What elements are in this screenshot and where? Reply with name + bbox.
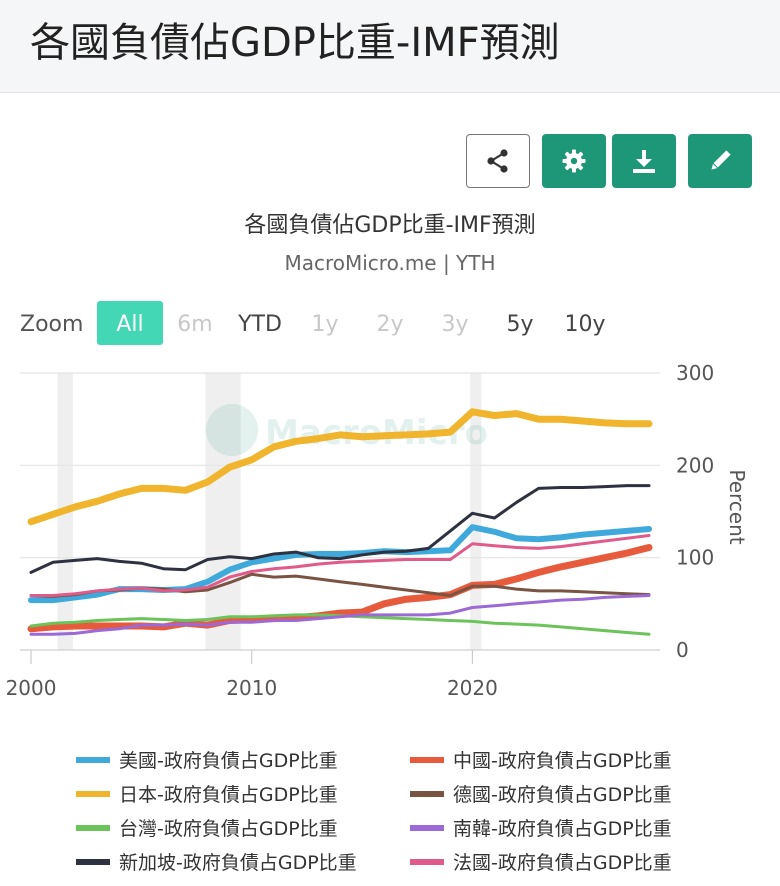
gear-icon xyxy=(562,149,586,173)
legend-item[interactable]: 日本-政府負債占GDP比重 xyxy=(76,784,338,806)
x-tick-label: 2020 xyxy=(447,676,498,700)
share-button[interactable] xyxy=(466,134,530,188)
series-line-5[interactable] xyxy=(29,594,651,636)
y-tick-label: 0 xyxy=(676,638,689,662)
debt-chart: 各國負債佔GDP比重-IMF預測 MacroMicro.me | YTH Zoo… xyxy=(6,213,749,874)
legend-label: 美國-政府負債占GDP比重 xyxy=(119,750,338,772)
recession-band xyxy=(470,373,482,650)
zoom-option-label: 10y xyxy=(564,312,605,337)
zoom-option-label: 5y xyxy=(506,312,533,337)
legend-label: 法國-政府負債占GDP比重 xyxy=(453,852,672,874)
page-title: 各國負債佔GDP比重-IMF預測 xyxy=(30,20,560,66)
zoom-option-label: 1y xyxy=(311,312,338,337)
series-line-7[interactable] xyxy=(29,534,651,597)
x-tick-label: 2010 xyxy=(226,676,277,700)
zoom-option-3y: 3y xyxy=(441,312,468,337)
x-tick-label: 2000 xyxy=(6,676,57,700)
legend-label: 中國-政府負債占GDP比重 xyxy=(453,750,672,772)
zoom-bar: Zoom All 6m YTD 1y 2y 3y 5y 10y xyxy=(20,301,606,345)
zoom-option-label: YTD xyxy=(237,312,282,337)
settings-button[interactable] xyxy=(542,134,606,188)
zoom-option-label: 2y xyxy=(376,312,403,337)
chart-title: 各國負債佔GDP比重-IMF預測 xyxy=(244,213,535,238)
legend-item[interactable]: 新加坡-政府負債占GDP比重 xyxy=(76,852,357,874)
legend-item[interactable]: 美國-政府負債占GDP比重 xyxy=(76,750,338,772)
legend-label: 新加坡-政府負債占GDP比重 xyxy=(119,852,357,874)
legend-item[interactable]: 德國-政府負債占GDP比重 xyxy=(410,784,672,806)
zoom-option-10y[interactable]: 10y xyxy=(564,312,605,337)
legend-label: 德國-政府負債占GDP比重 xyxy=(453,784,672,806)
legend-item[interactable]: 台灣-政府負債占GDP比重 xyxy=(76,818,338,840)
legend-item[interactable]: 法國-政府負債占GDP比重 xyxy=(410,852,672,874)
series-line-3[interactable] xyxy=(29,572,651,598)
legend-label: 南韓-政府負債占GDP比重 xyxy=(453,818,672,840)
zoom-option-6m: 6m xyxy=(177,312,212,337)
pencil-icon xyxy=(711,150,731,170)
watermark-logo-icon xyxy=(206,404,258,456)
zoom-active-bg xyxy=(97,301,163,345)
y-axis-title: Percent xyxy=(725,469,749,544)
page-header: 各國負債佔GDP比重-IMF預測 xyxy=(0,0,780,93)
legend-item[interactable]: 南韓-政府負債占GDP比重 xyxy=(410,818,672,840)
zoom-option-ytd[interactable]: YTD xyxy=(237,312,282,337)
zoom-option-label: 3y xyxy=(441,312,468,337)
series-line-6[interactable] xyxy=(29,484,651,574)
zoom-option-label: All xyxy=(116,312,143,337)
zoom-label: Zoom xyxy=(20,312,83,337)
zoom-option-5y[interactable]: 5y xyxy=(506,312,533,337)
zoom-option-all[interactable]: All xyxy=(97,301,163,345)
chart-container: 各國負債佔GDP比重-IMF預測 MacroMicro.me | YTH Zoo… xyxy=(0,195,780,882)
legend-label: 台灣-政府負債占GDP比重 xyxy=(119,818,338,840)
download-icon xyxy=(633,150,655,173)
series-line-2[interactable] xyxy=(27,408,653,526)
chart-subtitle: MacroMicro.me | YTH xyxy=(284,251,495,275)
legend-label: 日本-政府負債占GDP比重 xyxy=(119,784,338,806)
zoom-option-2y: 2y xyxy=(376,312,403,337)
legend-item[interactable]: 中國-政府負債占GDP比重 xyxy=(410,750,672,772)
download-button[interactable] xyxy=(612,134,676,188)
zoom-option-label: 6m xyxy=(177,312,212,337)
zoom-option-1y: 1y xyxy=(311,312,338,337)
y-tick-label: 200 xyxy=(676,453,714,477)
y-tick-label: 300 xyxy=(676,361,714,385)
edit-button[interactable] xyxy=(688,134,752,188)
recession-band xyxy=(205,373,241,650)
share-icon xyxy=(487,149,508,173)
y-tick-label: 100 xyxy=(676,546,714,570)
